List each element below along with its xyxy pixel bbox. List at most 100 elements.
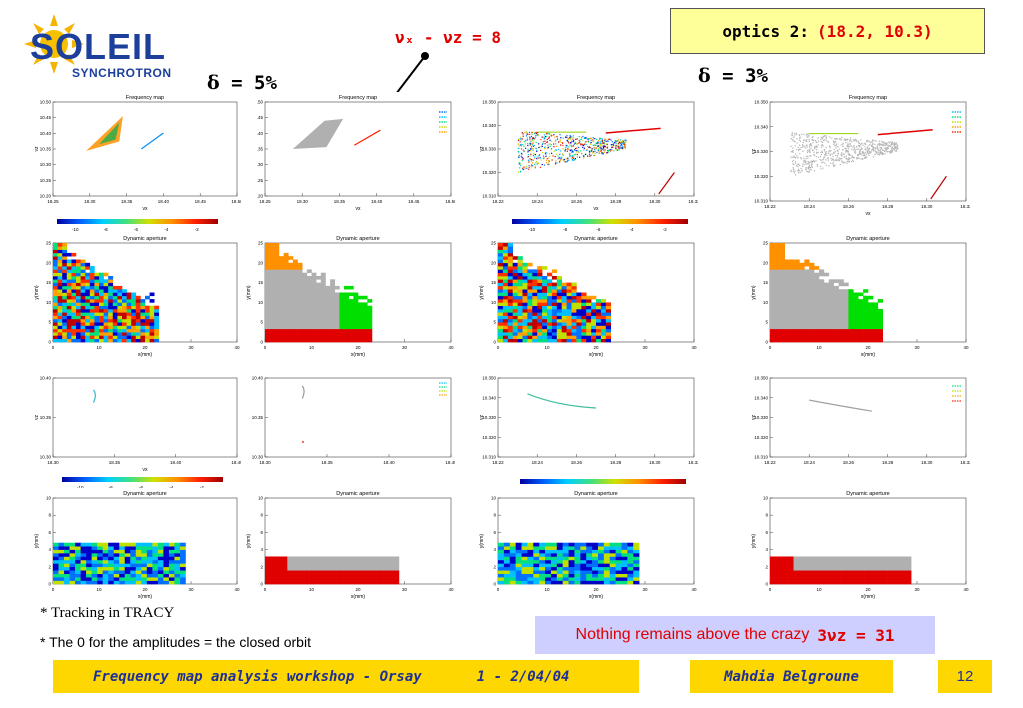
- da-small-r4c1: Dynamic aperture 0 10 20 30 40 10 8 6 4 2 0 x(mm) y(m…: [33, 488, 241, 600]
- y-tick-label: 6: [260, 530, 263, 535]
- x-tick-label: 10: [544, 587, 550, 592]
- y-tick-label: 8: [260, 513, 263, 518]
- x-axis-label: x(mm): [589, 594, 603, 600]
- y-tick-label: 10.40: [252, 376, 264, 381]
- plot-title: Dynamic aperture: [123, 236, 166, 242]
- colorbar-tick-label: -2: [195, 227, 199, 232]
- x-tick-label: 0: [497, 345, 500, 350]
- x-tick-label: 18.35: [121, 199, 133, 204]
- y-tick-label: 5: [48, 320, 51, 325]
- y-tick-label: 5: [260, 320, 263, 325]
- y-tick-label: 10.320: [754, 435, 768, 440]
- x-tick-label: 18.35: [109, 460, 121, 465]
- x-tick-label: 18.22: [764, 204, 776, 209]
- nothing-remains-text: Nothing remains above the crazy: [575, 626, 810, 643]
- y-axis-label: y(mm): [246, 534, 252, 548]
- plot-title: Frequency map: [126, 95, 164, 101]
- y-tick-label: 4: [765, 547, 768, 552]
- colorbar-r1c3: -10 -8 -6 -4 -2: [510, 218, 690, 234]
- x-tick-label: 20: [865, 587, 871, 592]
- x-tick-label: 18.28: [610, 460, 622, 465]
- plot-title: Frequency map: [339, 95, 377, 101]
- y-tick-label: 10: [258, 496, 264, 501]
- y-tick-label: .20: [257, 194, 264, 199]
- x-axis-label: νx: [143, 206, 149, 212]
- colorbar-tick-label: -8: [109, 485, 113, 490]
- y-tick-label: .40: [257, 131, 264, 136]
- plot-content: [770, 243, 883, 343]
- y-axis-label: y(mm): [246, 285, 252, 299]
- footer-workshop-text: Frequency map analysis workshop - Orsay: [93, 668, 422, 685]
- y-tick-label: 0: [765, 582, 768, 587]
- x-tick-label: 18.40: [170, 460, 182, 465]
- x-tick-label: 18.32: [688, 199, 698, 204]
- freq-map-d3-colored: Frequency map 18.22 18.24 18.26 18.28 18.30 18…: [478, 92, 698, 212]
- colorbar-tick-label: -4: [169, 485, 173, 490]
- x-tick-label: 30: [188, 587, 194, 592]
- y-tick-label: 6: [765, 530, 768, 535]
- freq-map-r3c1: 18.30 18.35 18.40 18.45 10.40 10.35 10.30 νx νz: [33, 368, 241, 473]
- y-tick-label: 10.50: [40, 100, 52, 105]
- x-tick-label: 20: [593, 345, 599, 350]
- x-axis-label: x(mm): [861, 352, 875, 358]
- plot-content: [498, 243, 611, 343]
- delta-5-label: δ = 5%: [207, 72, 277, 94]
- plot-content: [770, 556, 912, 585]
- x-axis-label: νx: [594, 206, 600, 212]
- y-tick-label: 15: [491, 280, 497, 285]
- y-axis-label: y(mm): [751, 285, 757, 299]
- colorbar-tick-label: -10: [529, 227, 536, 232]
- y-tick-label: 20: [491, 260, 497, 265]
- y-tick-label: 5: [765, 320, 768, 325]
- colorbar-tick-label: -4: [630, 227, 634, 232]
- x-tick-label: 40: [963, 345, 969, 350]
- y-tick-label: 10.340: [754, 124, 768, 129]
- y-tick-label: 20: [763, 260, 769, 265]
- x-tick-label: 18.32: [960, 204, 970, 209]
- y-axis-label: y(mm): [34, 534, 40, 548]
- y-tick-label: 10.330: [482, 415, 496, 420]
- x-tick-label: 18.35: [334, 199, 346, 204]
- y-tick-label: 10.310: [754, 455, 768, 460]
- x-tick-label: 18.30: [649, 460, 661, 465]
- x-tick-label: 10: [309, 587, 315, 592]
- x-axis-label: x(mm): [138, 352, 152, 358]
- da-d3-colored: Dynamic aperture 0 10 20 30 40 25 20 15 10 5 0 x(mm)…: [478, 233, 698, 358]
- y-tick-label: 20: [46, 260, 52, 265]
- da-small-r4c4: Dynamic aperture 0 10 20 30 40 10 8 6 4 2 0 x(mm) y(m…: [750, 488, 970, 600]
- y-tick-label: 10.350: [754, 100, 768, 105]
- y-tick-label: 15: [46, 280, 52, 285]
- plot-content: [527, 393, 597, 409]
- y-tick-label: 6: [48, 530, 51, 535]
- x-tick-label: 10: [544, 345, 550, 350]
- x-tick-label: 18.28: [882, 204, 894, 209]
- x-tick-label: 18.32: [960, 460, 970, 465]
- nothing-remains-formula: 3νz = 31: [817, 625, 895, 645]
- x-tick-label: 40: [691, 345, 697, 350]
- y-tick-label: 8: [493, 513, 496, 518]
- colorbar-r1c1: -10 -8 -6 -4 -2: [55, 218, 220, 234]
- x-tick-label: 18.26: [571, 460, 583, 465]
- x-tick-label: 30: [642, 587, 648, 592]
- colorbar-tick-label: -6: [596, 227, 600, 232]
- x-tick-label: 18.40: [371, 199, 383, 204]
- y-tick-label: 10.30: [40, 162, 52, 167]
- colorbar-tick-label: -6: [134, 227, 138, 232]
- y-tick-label: .35: [257, 147, 264, 152]
- y-tick-label: 4: [260, 547, 263, 552]
- y-tick-label: 25: [46, 241, 52, 246]
- delta-3-label: δ = 3%: [698, 65, 768, 87]
- x-axis-label: x(mm): [138, 594, 152, 600]
- tune-annotation: νₓ - νz = 8: [395, 28, 501, 47]
- note-closed-orbit: * The 0 for the amplitudes = the closed …: [40, 634, 311, 650]
- x-axis-label: νx: [356, 206, 362, 212]
- plot-content: [498, 542, 640, 585]
- y-tick-label: 2: [260, 564, 263, 569]
- da-d5-grey: Dynamic aperture 0 10 20 30 40 25 20 15 10 5 0 x(mm)…: [245, 233, 455, 358]
- y-tick-label: 0: [493, 340, 496, 345]
- y-tick-label: 10.310: [482, 194, 496, 199]
- y-tick-label: 10: [763, 300, 769, 305]
- y-tick-label: .50: [257, 100, 264, 105]
- footer-page-number: 12: [938, 660, 992, 693]
- y-tick-label: 0: [48, 340, 51, 345]
